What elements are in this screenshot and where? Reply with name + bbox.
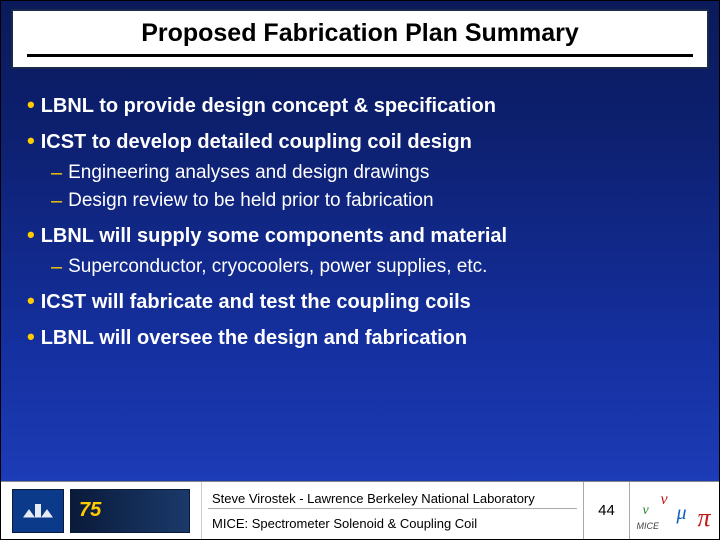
mice-logo-area: ν ν μ π MICE	[629, 482, 719, 539]
bullet-item: • LBNL will supply some components and m…	[27, 223, 693, 249]
title-rule	[27, 54, 693, 57]
anniversary-logo-icon: 75	[70, 489, 190, 533]
bullet-dot-icon: •	[27, 129, 35, 153]
bullet-text: ICST will fabricate and test the couplin…	[41, 289, 471, 315]
bullet-text: LBNL will oversee the design and fabrica…	[41, 325, 467, 351]
mice-caption: MICE	[637, 521, 660, 531]
footer-project-line: MICE: Spectrometer Solenoid & Coupling C…	[208, 514, 577, 533]
bullet-item: • ICST will fabricate and test the coupl…	[27, 289, 693, 315]
title-box: Proposed Fabrication Plan Summary	[11, 9, 709, 69]
sub-bullet-item: – Superconductor, cryocoolers, power sup…	[51, 255, 693, 279]
berkeley-lab-logo-icon	[12, 489, 64, 533]
nu-icon: ν	[661, 491, 668, 509]
bullet-dot-icon: •	[27, 223, 35, 247]
footer-author-line: Steve Virostek - Lawrence Berkeley Natio…	[208, 489, 577, 509]
sub-dash-icon: –	[51, 255, 62, 279]
bullet-dot-icon: •	[27, 325, 35, 349]
sub-bullet-item: – Engineering analyses and design drawin…	[51, 161, 693, 185]
sub-bullet-text: Superconductor, cryocoolers, power suppl…	[68, 255, 487, 279]
sub-bullet-text: Design review to be held prior to fabric…	[68, 189, 433, 213]
bullet-item: • LBNL will oversee the design and fabri…	[27, 325, 693, 351]
bullet-dot-icon: •	[27, 289, 35, 313]
bullet-item: • ICST to develop detailed coupling coil…	[27, 129, 693, 155]
footer-logos: 75	[1, 482, 201, 539]
sub-bullet-item: – Design review to be held prior to fabr…	[51, 189, 693, 213]
pi-icon: π	[697, 503, 710, 533]
content-area: • LBNL to provide design concept & speci…	[1, 69, 719, 351]
mice-logo-icon: ν ν μ π MICE	[637, 489, 713, 533]
bullet-item: • LBNL to provide design concept & speci…	[27, 93, 693, 119]
nu-icon: ν	[643, 503, 649, 519]
sub-dash-icon: –	[51, 189, 62, 213]
page-number: 44	[583, 482, 629, 539]
bullet-text: LBNL to provide design concept & specifi…	[41, 93, 496, 119]
bullet-text: ICST to develop detailed coupling coil d…	[41, 129, 472, 155]
sub-dash-icon: –	[51, 161, 62, 185]
anniversary-number: 75	[79, 499, 101, 522]
bullet-text: LBNL will supply some components and mat…	[41, 223, 507, 249]
slide-title: Proposed Fabrication Plan Summary	[25, 19, 695, 48]
footer-text-block: Steve Virostek - Lawrence Berkeley Natio…	[201, 482, 583, 539]
slide: Proposed Fabrication Plan Summary • LBNL…	[0, 0, 720, 540]
bullet-dot-icon: •	[27, 93, 35, 117]
sub-bullet-text: Engineering analyses and design drawings	[68, 161, 429, 185]
mu-icon: μ	[676, 502, 686, 525]
footer: 75 Steve Virostek - Lawrence Berkeley Na…	[1, 481, 719, 539]
